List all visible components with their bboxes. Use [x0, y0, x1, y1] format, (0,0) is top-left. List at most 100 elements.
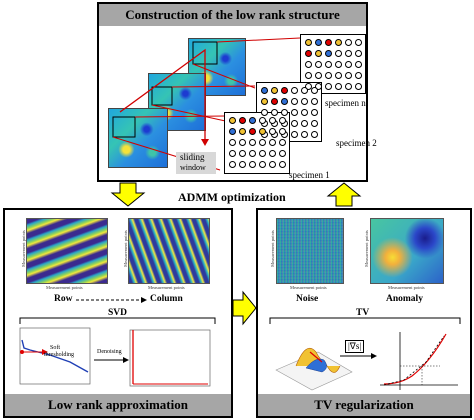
matrix-dot [239, 161, 246, 168]
sliding-window-label-line-2: window [180, 163, 206, 172]
matrix-dot [229, 139, 236, 146]
column-label: Column [150, 294, 183, 304]
matrix-dot [301, 98, 308, 105]
right-arrow-middle [232, 290, 257, 326]
matrix-dot [291, 87, 298, 94]
matrix-dot [229, 150, 236, 157]
matrix-dot [345, 39, 352, 46]
row-to-column-arrowhead [141, 297, 147, 303]
matrix-dot [269, 117, 276, 124]
matrix-dot [291, 98, 298, 105]
matrix-dot [315, 61, 322, 68]
matrix-dot [311, 87, 318, 94]
denoising-label: Denoising [97, 349, 122, 355]
matrix-dot [291, 120, 298, 127]
matrix-dot [345, 61, 352, 68]
low-rank-approximation-header: Low rank approximation [5, 394, 231, 416]
matrix-dot [335, 83, 342, 90]
matrix-dot [239, 150, 246, 157]
gradient-norm-label: |∇s| [345, 340, 365, 353]
matrix-dot [279, 117, 286, 124]
row-heatmap [26, 218, 108, 284]
projection-line-2 [192, 63, 256, 89]
low-rank-structure-title: Construction of the low rank structure [125, 7, 340, 22]
matrix-dot [355, 50, 362, 57]
matrix-dot [301, 131, 308, 138]
matrix-dot [271, 98, 278, 105]
tv-label: TV [356, 308, 370, 318]
projection-line-6 [151, 104, 231, 123]
matrix-dot [291, 109, 298, 116]
penalty-curve-red [383, 333, 447, 385]
anomaly-heatmap [370, 218, 444, 284]
matrix-dot [345, 72, 352, 79]
matrix-dot [269, 128, 276, 135]
svd-label: SVD [108, 308, 128, 318]
matrix-dot [249, 150, 256, 157]
noise-heatmap [276, 218, 344, 284]
matrix-dot [259, 161, 266, 168]
matrix-dot [279, 150, 286, 157]
admm-label: ADMM optimization [178, 190, 286, 204]
matrix-dot [229, 117, 236, 124]
noise-heatmap-x-axis-label: Measurement points [290, 285, 327, 290]
matrix-dot [311, 120, 318, 127]
sliding-window-label-line-1: sliding [180, 152, 205, 162]
penalty-curve-black [383, 335, 445, 386]
soft-thresholding-label-line-1: Soft [50, 345, 61, 351]
low-rank-approximation-title: Low rank approximation [48, 397, 188, 412]
matrix-dot [239, 128, 246, 135]
matrix-dot [311, 131, 318, 138]
matrix-dot [335, 61, 342, 68]
matrix-dot [261, 109, 268, 116]
matrix-dot [345, 83, 352, 90]
sliding-window-box-1 [112, 116, 136, 138]
matrix-dot [229, 128, 236, 135]
matrix-dot [261, 98, 268, 105]
specimen-1-label: specimen 1 [289, 170, 330, 180]
specimen-2-label: specimen 2 [336, 138, 377, 148]
matrix-dot [259, 128, 266, 135]
tv-regularization-header: TV regularization [258, 394, 470, 416]
matrix-dot [335, 39, 342, 46]
specimen-n-label: specimen n [325, 98, 366, 108]
matrix-dot [355, 39, 362, 46]
matrix-dot [335, 50, 342, 57]
matrix-dot [281, 109, 288, 116]
matrix-dot [305, 39, 312, 46]
surface-slope [309, 351, 323, 363]
matrix-dot [249, 128, 256, 135]
threshold-marker [20, 350, 24, 354]
column-heatmap-x-axis-label: Measurement points [148, 285, 185, 290]
matrix-dot [259, 150, 266, 157]
matrix-dot [335, 72, 342, 79]
matrix-dot [315, 39, 322, 46]
matrix-dot [261, 87, 268, 94]
gradient-arrowhead [371, 353, 377, 359]
matrix-dot [279, 161, 286, 168]
tv-regularization-title: TV regularization [314, 397, 414, 412]
matrix-dot [249, 117, 256, 124]
anomaly-label: Anomaly [386, 294, 423, 304]
matrix-dot [249, 161, 256, 168]
matrix-dot [301, 87, 308, 94]
heatmap-stack-layer-1 [108, 108, 168, 168]
matrix-dot [291, 131, 298, 138]
matrix-dot [315, 50, 322, 57]
matrix-dot [281, 98, 288, 105]
threshold-arrowhead [42, 349, 48, 355]
denoised-plot [129, 329, 211, 387]
down-arrow-left [110, 182, 146, 207]
singular-value-plot [19, 327, 91, 385]
matrix-dot [355, 61, 362, 68]
matrix-dot [325, 61, 332, 68]
matrix-dot [305, 83, 312, 90]
matrix-dot [311, 98, 318, 105]
matrix-dot [271, 87, 278, 94]
matrix-dot [259, 139, 266, 146]
window-path-line [119, 48, 206, 140]
matrix-dot [301, 109, 308, 116]
matrix-dot [239, 139, 246, 146]
matrix-dot [325, 72, 332, 79]
